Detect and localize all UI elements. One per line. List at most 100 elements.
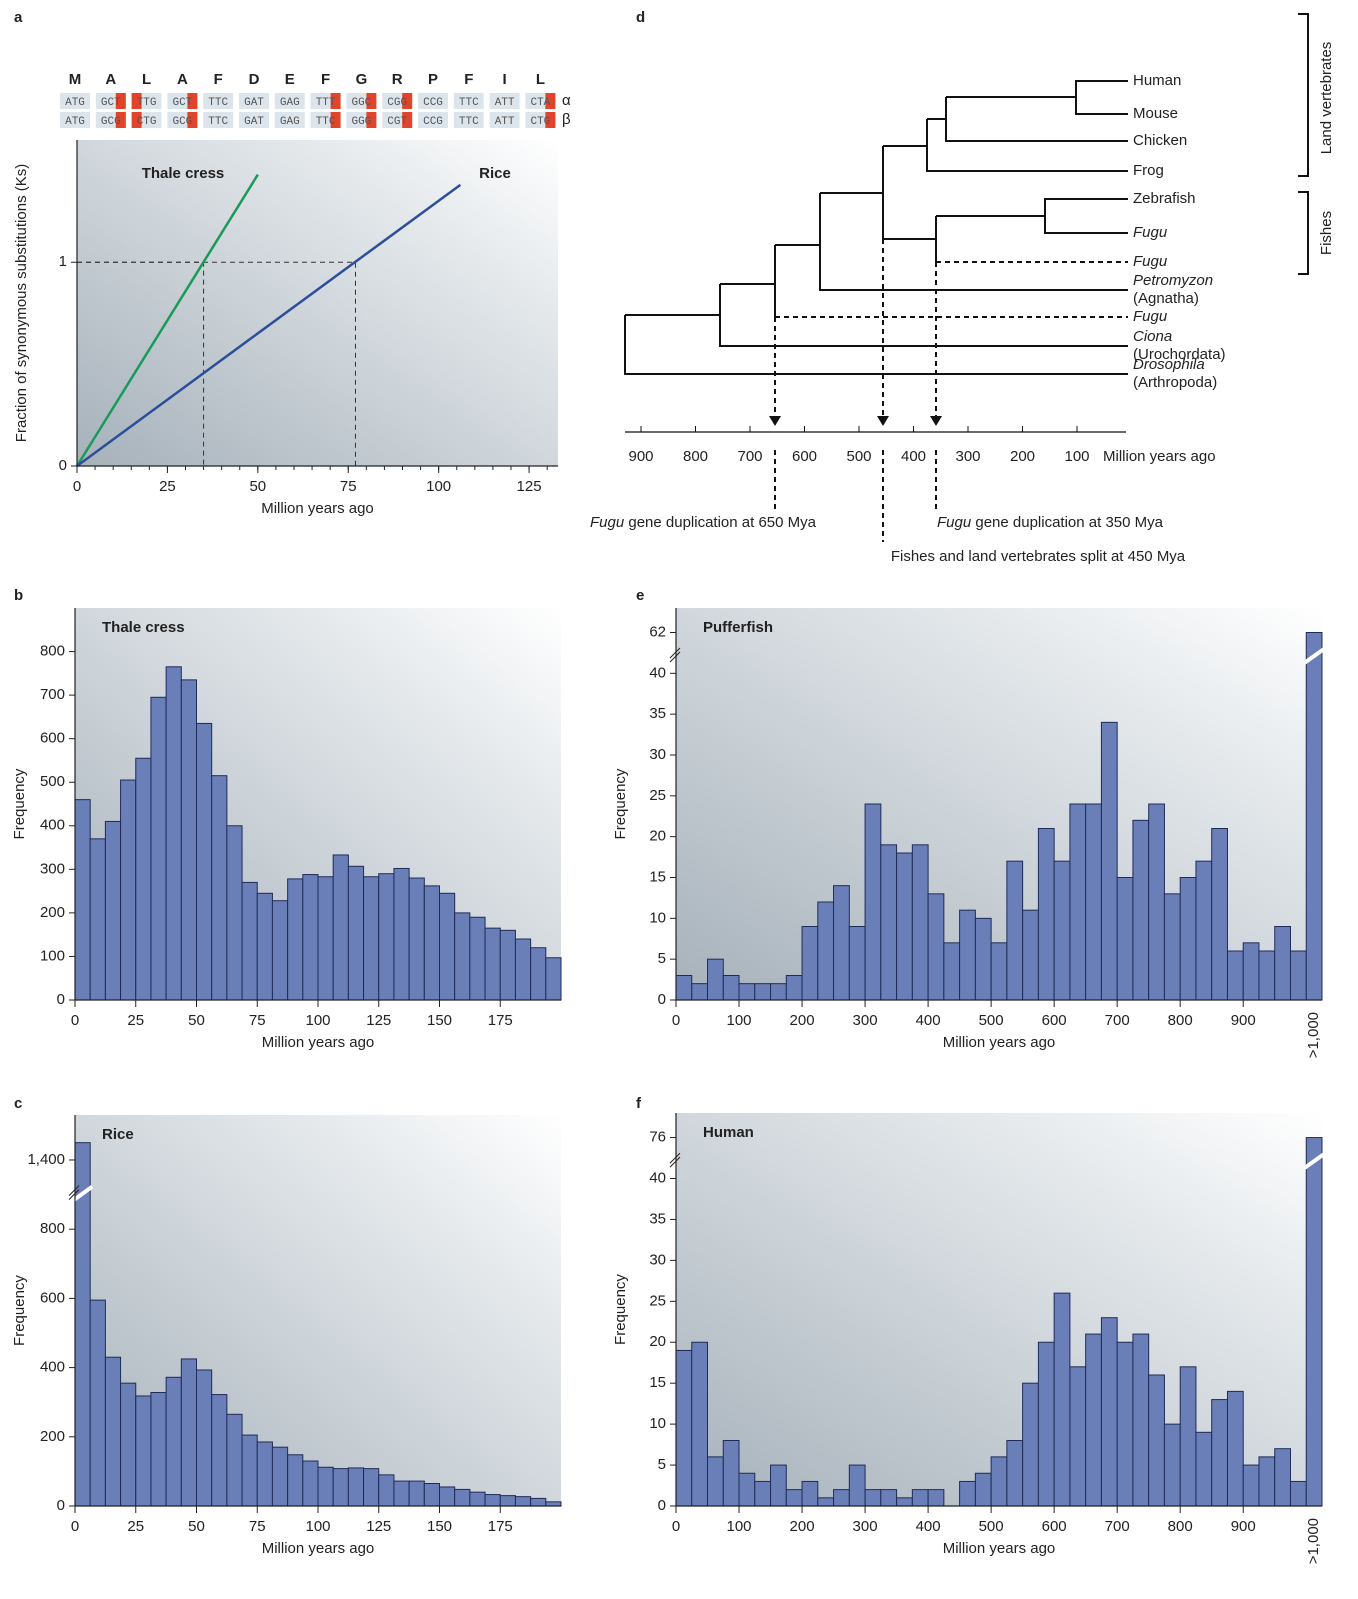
x-tick-label: 100 [305, 1012, 330, 1029]
bar [1164, 894, 1180, 1000]
panel-letter: c [14, 1095, 22, 1112]
chart-title: Thale cress [102, 619, 185, 636]
bar [692, 1342, 708, 1506]
y-tick-label: 25 [649, 1292, 666, 1309]
leaf-group: (Arthropoda) [1133, 374, 1217, 391]
bar [1054, 861, 1070, 1000]
bar [676, 1350, 692, 1506]
bar [318, 877, 333, 1000]
codon: GCT [101, 97, 121, 109]
chart-title: Human [703, 1124, 754, 1141]
y-tick-label: 76 [649, 1129, 666, 1146]
y-tick-label: 30 [649, 746, 666, 763]
bar [136, 758, 151, 1000]
bar [227, 826, 242, 1000]
bar [166, 667, 181, 1000]
annotation-text: gene duplication at 350 Mya [975, 514, 1163, 531]
bar [975, 1473, 991, 1506]
x-tick-label: 175 [488, 1012, 513, 1029]
codon: CGG [387, 97, 407, 109]
leaf-name: Drosophila [1133, 356, 1205, 373]
bar [424, 1484, 439, 1506]
codon: ATT [495, 97, 515, 109]
x-tick-label: 175 [488, 1518, 513, 1535]
y-axis-title: Frequency [11, 1275, 28, 1346]
codon: TTC [316, 116, 336, 128]
bar [379, 1475, 394, 1506]
x-tick-label: 50 [249, 478, 266, 495]
x-tick-label: 75 [249, 1012, 266, 1029]
bar [1243, 943, 1259, 1000]
bar [531, 948, 546, 1000]
x-tick-label: 600 [1042, 1012, 1067, 1029]
panel-letter: a [14, 9, 23, 26]
bar [1227, 951, 1243, 1000]
x-tick-label: 0 [672, 1518, 680, 1535]
codon: GAG [280, 116, 300, 128]
codon: CTG [137, 116, 157, 128]
bar [1007, 861, 1023, 1000]
bar [1133, 820, 1149, 1000]
x-tick-label: 300 [853, 1518, 878, 1535]
bar [975, 918, 991, 1000]
panel-letter: e [636, 587, 644, 604]
panel-letter: d [636, 9, 645, 26]
bar [333, 855, 348, 1000]
y-tick-label: 300 [40, 860, 65, 877]
leaf-group: (Agnatha) [1133, 290, 1199, 307]
y-tick-label: 700 [40, 686, 65, 703]
bar [1054, 1293, 1070, 1506]
y-tick-label: 100 [40, 947, 65, 964]
bar [1275, 927, 1291, 1001]
codon: GGG [351, 116, 371, 128]
bar [1117, 878, 1133, 1001]
x-tick-label: 75 [340, 478, 357, 495]
x-tick-label: 100 [426, 478, 451, 495]
residue: F [321, 71, 330, 88]
bar [928, 894, 944, 1000]
bar [1086, 1334, 1102, 1506]
bar [849, 1465, 865, 1506]
bar [227, 1414, 242, 1506]
bar [348, 1468, 363, 1506]
y-tick-label: 10 [649, 909, 666, 926]
bar [424, 886, 439, 1000]
annotation-italic: Fugu [590, 514, 625, 531]
residue: I [503, 71, 507, 88]
bar [960, 910, 976, 1000]
bar [771, 1465, 787, 1506]
leaf-name: Chicken [1133, 132, 1187, 149]
codon: ATG [65, 97, 85, 109]
bar [546, 958, 561, 1000]
bar [897, 853, 913, 1000]
bar [242, 882, 257, 1000]
bar [364, 1469, 379, 1506]
y-tick-label: 30 [649, 1251, 666, 1268]
bar [802, 1481, 818, 1506]
bar [865, 1490, 881, 1506]
axis-tick-label: 400 [901, 448, 926, 465]
leaf-name: Mouse [1133, 105, 1178, 122]
residue: F [464, 71, 473, 88]
bar [1227, 1391, 1243, 1506]
bar [818, 902, 834, 1000]
axis-tick-label: 100 [1064, 448, 1089, 465]
y-tick-label: 40 [649, 1169, 666, 1186]
bar [708, 959, 724, 1000]
bar [1212, 1400, 1228, 1506]
bar [318, 1467, 333, 1506]
residue: P [428, 71, 438, 88]
y-axis-title: Frequency [612, 768, 629, 839]
bar [991, 943, 1007, 1000]
y-tick-label: 5 [658, 1456, 666, 1473]
y-axis-title: Frequency [612, 1274, 629, 1345]
y-tick-label: 0 [57, 1497, 65, 1514]
residue: R [392, 71, 403, 88]
x-tick-label: 25 [127, 1012, 144, 1029]
bar [333, 1469, 348, 1506]
bar [136, 1396, 151, 1506]
bar [288, 879, 303, 1000]
codon: GAT [244, 116, 264, 128]
axis-title: Million years ago [1103, 448, 1216, 465]
x-tick-label: 0 [71, 1012, 79, 1029]
